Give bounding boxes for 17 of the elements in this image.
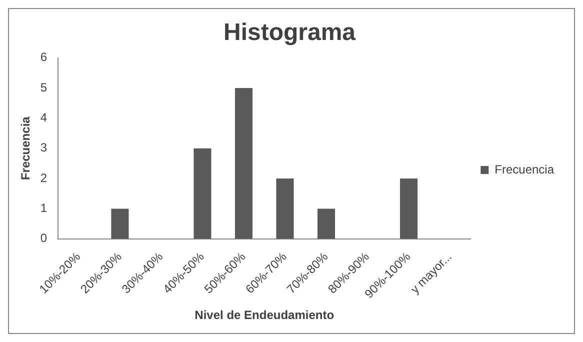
x-axis-title: Nivel de Endeudamiento: [194, 308, 334, 322]
bar: [400, 178, 418, 239]
bar: [317, 208, 336, 239]
bar: [111, 208, 129, 239]
bar: [276, 178, 294, 239]
y-axis-title: Frecuencia: [18, 116, 33, 180]
y-tick-label: 3: [40, 140, 48, 155]
chart-title: Histograma: [223, 19, 356, 46]
legend-label: Frecuencia: [494, 162, 554, 176]
bar: [194, 148, 212, 239]
y-tick-label: 0: [40, 231, 48, 246]
bar: [234, 88, 252, 239]
y-tick-label: 6: [40, 50, 48, 64]
y-tick-label: 2: [40, 170, 48, 185]
y-tick-label: 1: [40, 201, 48, 216]
y-tick-label: 4: [40, 110, 48, 124]
y-tick-label: 5: [40, 80, 48, 94]
